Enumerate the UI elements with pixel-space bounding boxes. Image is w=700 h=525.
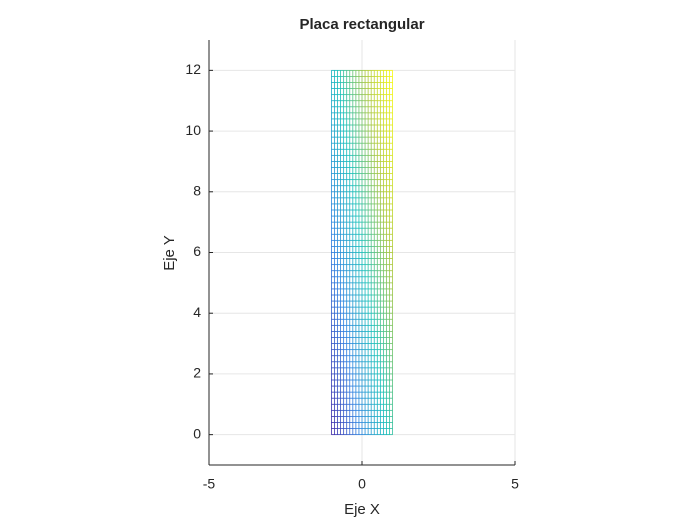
- y-tick-label: 10: [185, 122, 201, 138]
- x-axis-label: Eje X: [344, 501, 380, 518]
- y-axis-label: Eje Y: [161, 235, 178, 271]
- chart-title: Placa rectangular: [299, 16, 424, 33]
- y-tick-label: 2: [193, 365, 201, 381]
- x-tick-label: 5: [511, 476, 519, 492]
- x-tick-label: 0: [358, 476, 366, 492]
- y-tick-label: 4: [193, 304, 201, 320]
- x-tick-label: -5: [203, 476, 216, 492]
- y-tick-label: 0: [193, 425, 201, 441]
- y-tick-label: 8: [193, 182, 201, 198]
- y-tick-label: 6: [193, 243, 201, 259]
- y-tick-label: 12: [185, 61, 201, 77]
